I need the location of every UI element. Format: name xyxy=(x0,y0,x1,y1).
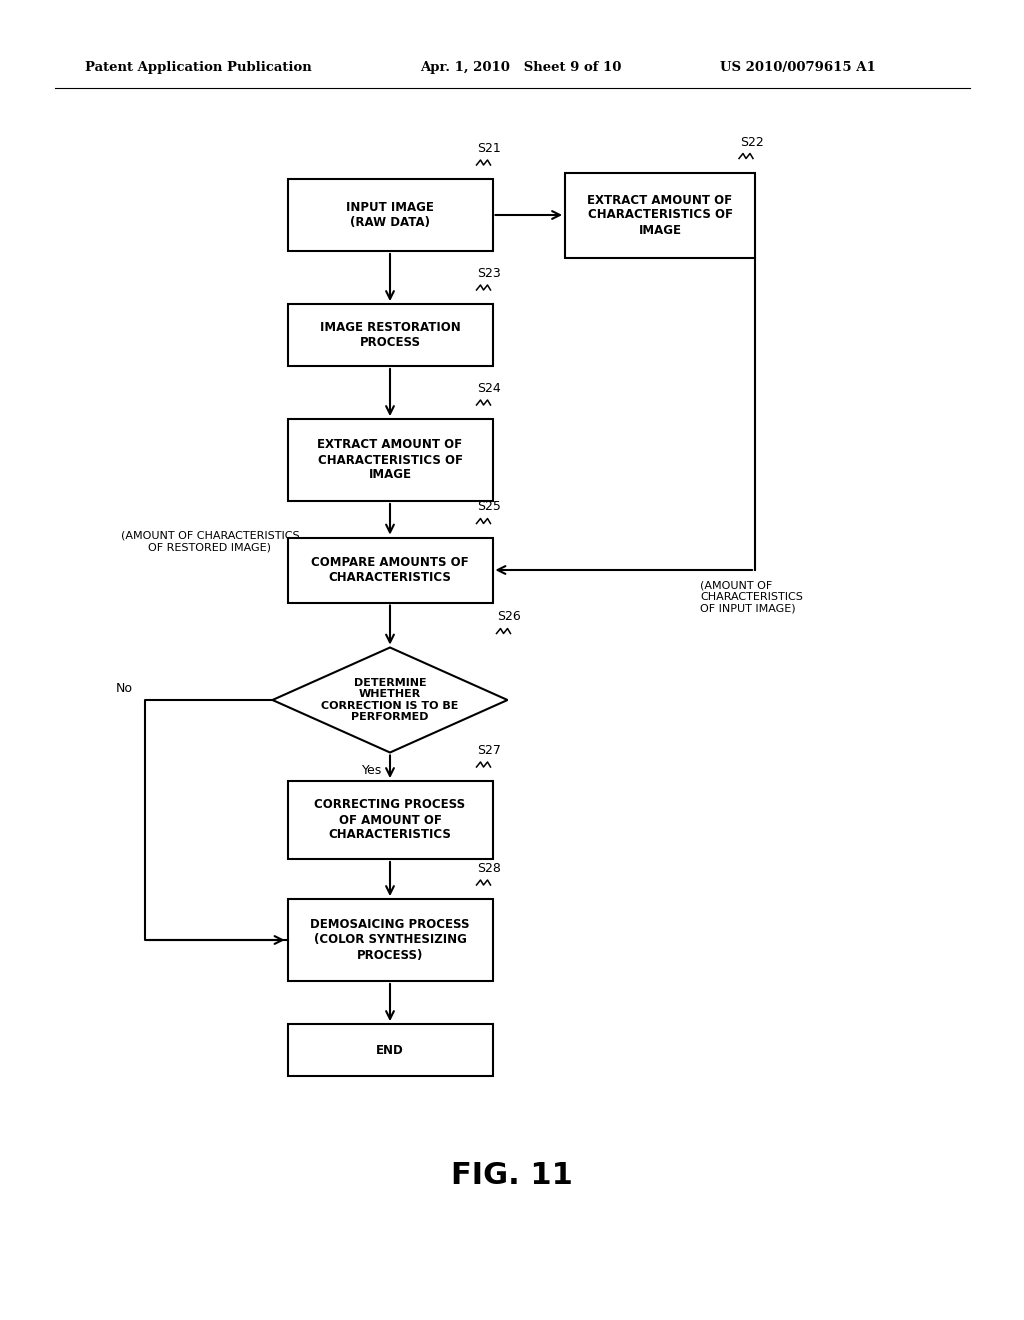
Text: EXTRACT AMOUNT OF
CHARACTERISTICS OF
IMAGE: EXTRACT AMOUNT OF CHARACTERISTICS OF IMA… xyxy=(317,438,463,482)
Text: US 2010/0079615 A1: US 2010/0079615 A1 xyxy=(720,62,876,74)
Text: S26: S26 xyxy=(498,610,521,623)
Text: (AMOUNT OF
CHARACTERISTICS
OF INPUT IMAGE): (AMOUNT OF CHARACTERISTICS OF INPUT IMAG… xyxy=(700,579,803,614)
Text: S25: S25 xyxy=(477,500,502,513)
Bar xyxy=(288,304,493,366)
Text: DEMOSAICING PROCESS
(COLOR SYNTHESIZING
PROCESS): DEMOSAICING PROCESS (COLOR SYNTHESIZING … xyxy=(310,919,470,961)
Text: IMAGE RESTORATION
PROCESS: IMAGE RESTORATION PROCESS xyxy=(319,321,461,348)
Text: Apr. 1, 2010   Sheet 9 of 10: Apr. 1, 2010 Sheet 9 of 10 xyxy=(420,62,622,74)
Text: S22: S22 xyxy=(740,136,764,149)
Bar xyxy=(288,781,493,859)
Bar xyxy=(565,173,755,257)
Text: EXTRACT AMOUNT OF
CHARACTERISTICS OF
IMAGE: EXTRACT AMOUNT OF CHARACTERISTICS OF IMA… xyxy=(588,194,732,236)
Bar xyxy=(288,537,493,602)
Text: Yes: Yes xyxy=(362,764,382,777)
Text: Patent Application Publication: Patent Application Publication xyxy=(85,62,311,74)
Text: S21: S21 xyxy=(477,143,502,154)
Text: END: END xyxy=(376,1044,403,1056)
Text: No: No xyxy=(116,681,133,694)
Text: FIG. 11: FIG. 11 xyxy=(451,1160,573,1189)
Text: DETERMINE
WHETHER
CORRECTION IS TO BE
PERFORMED: DETERMINE WHETHER CORRECTION IS TO BE PE… xyxy=(322,677,459,722)
Text: S24: S24 xyxy=(477,381,502,395)
Text: COMPARE AMOUNTS OF
CHARACTERISTICS: COMPARE AMOUNTS OF CHARACTERISTICS xyxy=(311,556,469,583)
Bar xyxy=(288,899,493,981)
Bar xyxy=(288,418,493,502)
Text: (AMOUNT OF CHARACTERISTICS
OF RESTORED IMAGE): (AMOUNT OF CHARACTERISTICS OF RESTORED I… xyxy=(121,531,299,552)
Text: S23: S23 xyxy=(477,267,502,280)
Bar xyxy=(288,1024,493,1076)
Text: INPUT IMAGE
(RAW DATA): INPUT IMAGE (RAW DATA) xyxy=(346,201,434,228)
Text: S28: S28 xyxy=(477,862,502,875)
Text: CORRECTING PROCESS
OF AMOUNT OF
CHARACTERISTICS: CORRECTING PROCESS OF AMOUNT OF CHARACTE… xyxy=(314,799,466,842)
Text: S27: S27 xyxy=(477,744,502,756)
Bar xyxy=(288,180,493,251)
Polygon shape xyxy=(272,648,508,752)
